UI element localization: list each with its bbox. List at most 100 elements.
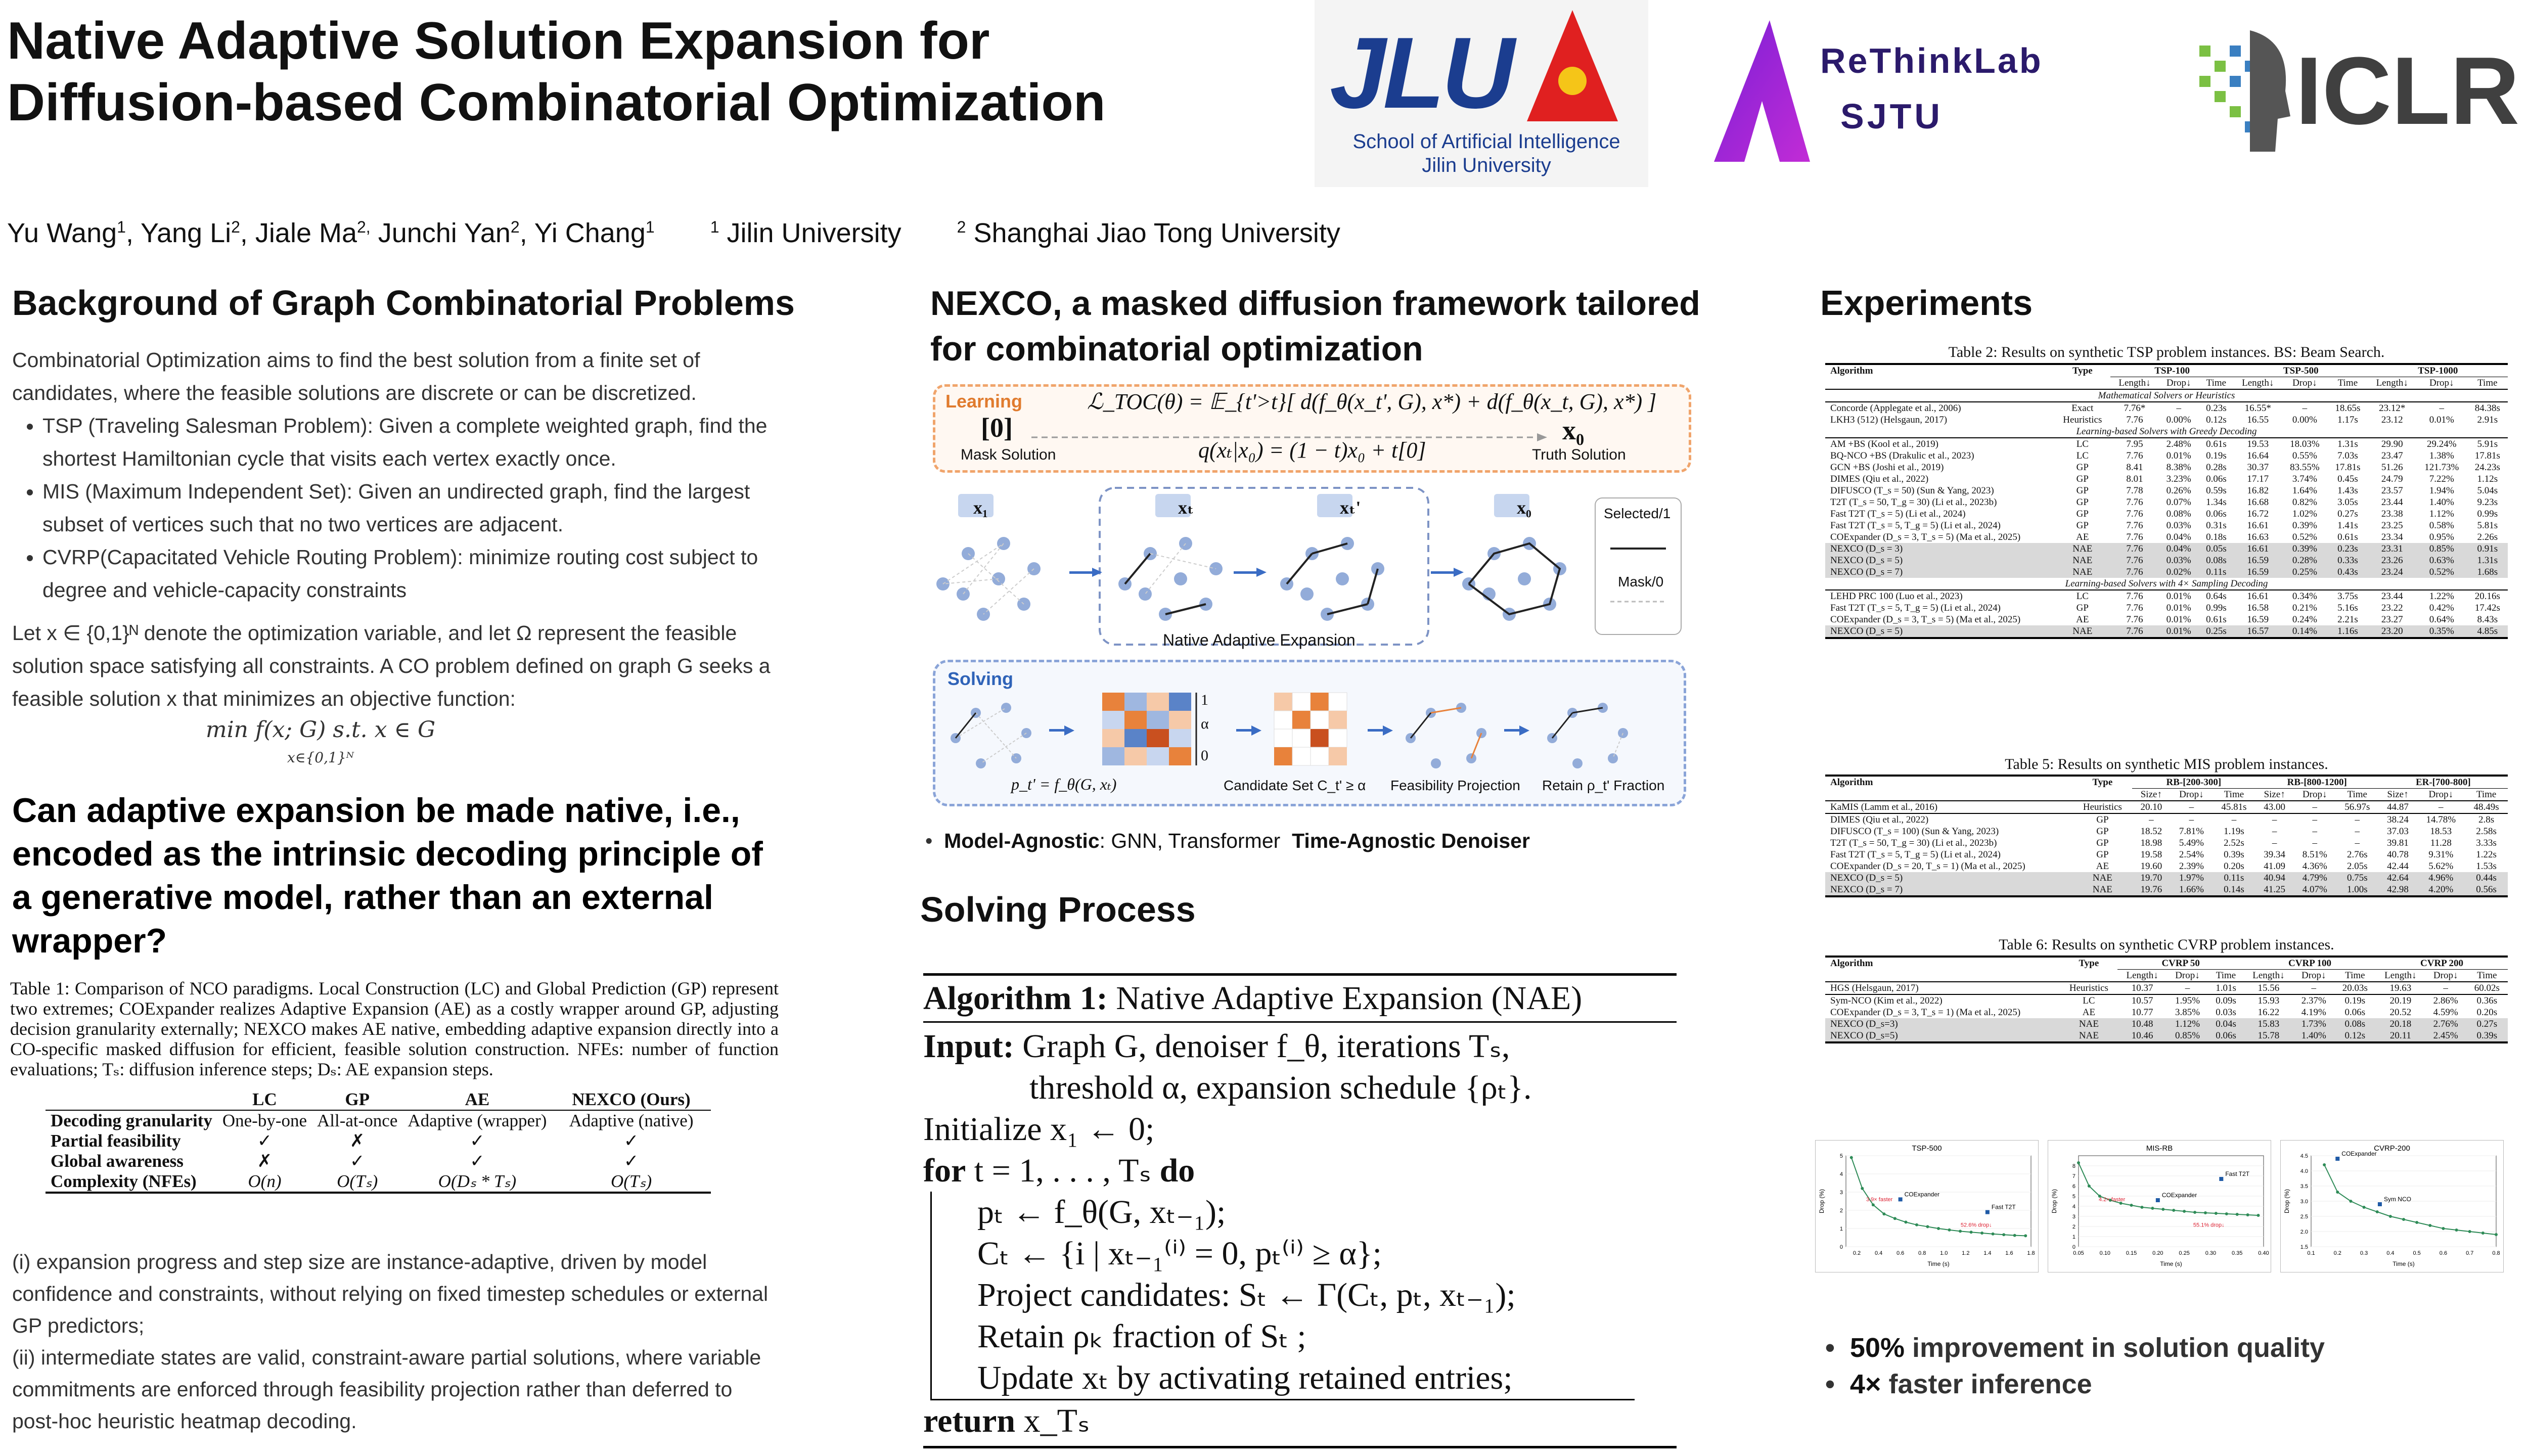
table-subheader: Length↓ — [2118, 378, 2151, 388]
chart-series-point — [1969, 1231, 1973, 1234]
table-cell: 2.21s — [2337, 614, 2358, 625]
table-header: Type — [2092, 777, 2113, 788]
table-cell: 16.59 — [2247, 555, 2269, 566]
table-cell: 16.63 — [2247, 532, 2269, 542]
table-cell: 1.12s — [2477, 474, 2498, 484]
formal-definition: Let x ∈ {0,1}ᴺ denote the optimization v… — [12, 621, 771, 710]
table-cell: 18.03% — [2290, 439, 2320, 449]
table-cell: 17.81s — [2474, 450, 2500, 461]
iclr-logo: ICLR — [2189, 20, 2519, 167]
table-cell: 20.16s — [2474, 591, 2500, 602]
table-row: GCN +BS (Joshi et al., 2019) GP 8.41 8.38% 0… — [1825, 462, 2508, 473]
table-cell: 0.01% — [2166, 450, 2191, 461]
table-cell: 19.76 — [2140, 884, 2162, 895]
table-group-header: TSP-1000 — [2368, 364, 2508, 377]
table-cell: NAE — [2079, 1030, 2099, 1041]
table-method-cell: T2T (T_s = 50, T_g = 30) (Li et al., 202… — [1830, 838, 1997, 848]
table1-cell: ✓ — [470, 1131, 485, 1151]
table-cell: 16.82 — [2247, 485, 2269, 496]
table-row: BQ-NCO +BS (Drakulic et al., 2023) LC 7.76… — [1825, 450, 2508, 462]
chart-baseline-marker — [2335, 1157, 2340, 1161]
table1-header: NEXCO (Ours) — [572, 1089, 691, 1109]
chart-y-label: Drop (%) — [2051, 1189, 2058, 1213]
projection-label: Feasibility Projection — [1390, 778, 1520, 793]
author-affil: 2, — [357, 218, 371, 236]
author-name: Junchi Yan — [378, 218, 511, 248]
chart-y-tick: 4 — [2072, 1204, 2075, 1210]
table-method-cell: Concorde (Applegate et al., 2006) — [1830, 403, 1961, 414]
table-cell: 0.25s — [2206, 626, 2227, 636]
table-cell: GP — [2076, 603, 2089, 613]
table-cell: 1.66% — [2179, 884, 2204, 895]
table-cell: 0.43s — [2337, 567, 2358, 577]
table-method-cell: NEXCO (D_s = 5) — [1830, 626, 1903, 636]
table-cell: 0.95% — [2429, 532, 2454, 542]
table1-rowlabel: Complexity (NFEs) — [51, 1171, 197, 1191]
table-cell: 18.98 — [2140, 838, 2162, 848]
table-cell: 23.27 — [2381, 614, 2403, 625]
table-method-cell: NEXCO (D_s = 5) — [1830, 555, 1903, 566]
table-group-header: CVRP 50 — [2117, 957, 2244, 970]
table-group-header: TSP-500 — [2234, 364, 2368, 377]
chart-series-point — [2468, 1230, 2471, 1233]
table-cell: 16.64 — [2247, 450, 2269, 461]
table-cell: 1.02% — [2292, 509, 2317, 519]
table-cell: 7.76 — [2126, 532, 2143, 542]
table-cell: 23.26 — [2381, 555, 2403, 566]
table-cell: 9.23s — [2477, 497, 2498, 508]
chart-series-point — [1926, 1225, 1929, 1228]
chart-y-tick: 4.0 — [2300, 1168, 2308, 1174]
chart-annotation: 52.6% drop↓ — [1961, 1222, 1992, 1228]
chart-series-point — [2246, 1213, 2249, 1216]
table-cell: 0.82% — [2292, 497, 2317, 508]
chart-series-point — [2151, 1207, 2154, 1210]
table-cell: – — [2272, 826, 2277, 837]
table-row: COExpander (D_s = 3, T_s = 5) (Ma et al.… — [1825, 531, 2508, 543]
chart-y-tick: 3.0 — [2300, 1199, 2308, 1205]
table-cell: 0.01% — [2166, 614, 2191, 625]
table-cell: 48.49s — [2473, 802, 2499, 812]
graph-label-x1: x₁ — [973, 497, 988, 518]
table-cell: 39.34 — [2264, 849, 2286, 860]
table-cell: 3.85% — [2175, 1007, 2200, 1018]
table-cell: 0.61s — [2337, 532, 2358, 542]
table-cell: 38.24 — [2387, 814, 2409, 825]
table-method-cell: COExpander (D_s = 3, T_s = 1) (Ma et al.… — [1830, 1007, 2021, 1018]
table-cell: 1.41s — [2337, 520, 2358, 531]
table-cell: 23.25 — [2381, 520, 2403, 531]
table1-header: AE — [465, 1089, 490, 1109]
table-cell: AE — [2076, 614, 2089, 625]
problem-list: TSP (Traveling Salesman Problem): Given … — [12, 410, 781, 607]
chart-series-point — [2323, 1163, 2326, 1166]
cvrp-table-container: Algorithm Type CVRP 50 CVRP 100 CVRP 200 Leng… — [1825, 956, 2508, 1043]
learning-panel: Learning ℒ_TOC(θ) = 𝔼_{t'>t}[ d(f_θ(x_t'… — [933, 384, 1691, 473]
algorithm-return-value: x_Tₛ — [1023, 1402, 1090, 1439]
table-cell: 11.28 — [2430, 838, 2452, 848]
table-subheader: Length↓ — [2384, 970, 2417, 981]
table-cell: 0.99s — [2477, 509, 2498, 519]
chart-cvrp-200: CVRP-200 0.1 0.2 0.3 0.4 0.5 0.6 0.7 0.8 1.5 2.0 2.… — [2280, 1140, 2504, 1272]
table-cell: 16.55* — [2244, 403, 2271, 414]
table-subheader: Time — [2347, 789, 2367, 800]
chart-y-tick: 3.5 — [2300, 1184, 2308, 1190]
table-method-cell: COExpander (D_s = 3, T_s = 5) (Ma et al.… — [1830, 532, 2021, 542]
table-subheader-row: Length↓ Drop↓ Time Length↓ Drop↓ Time Length↓ D… — [1825, 970, 2508, 982]
table-cell: 4.59% — [2433, 1007, 2458, 1018]
table-cell: 41.25 — [2264, 884, 2286, 895]
table-cell: 1.17s — [2337, 415, 2358, 425]
affiliation-name: Jilin University — [727, 218, 901, 248]
chart-annotation: 4.2× faster — [2099, 1197, 2126, 1203]
chart-x-tick: 0.3 — [2360, 1250, 2368, 1256]
mask-symbol: [0] — [981, 413, 1013, 443]
table-cell: 20.03s — [2342, 983, 2368, 993]
table-cell: GP — [2076, 509, 2089, 519]
table-subheader: Drop↓ — [2301, 970, 2326, 981]
loss-formula: ℒ_TOC(θ) = 𝔼_{t'>t}[ d(f_θ(x_t', G), x*)… — [1087, 389, 1657, 414]
jlu-logo-text: JLU — [1330, 17, 1515, 129]
chart-y-tick: 5 — [1840, 1153, 1843, 1159]
table-cell: 23.12 — [2381, 415, 2403, 425]
table-cell: LC — [2083, 995, 2095, 1006]
table-cell: Heuristics — [2063, 415, 2102, 425]
algorithm-step: pₜ ← f_θ(G, xₜ₋₁); — [977, 1194, 1226, 1231]
legend-selected-label: Selected/1 — [1604, 506, 1671, 521]
